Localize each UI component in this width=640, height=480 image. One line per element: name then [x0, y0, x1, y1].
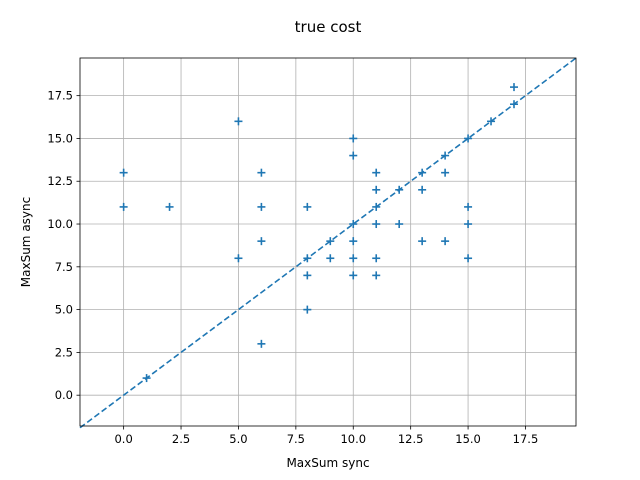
data-point [303, 305, 312, 314]
data-point [464, 220, 473, 229]
x-tick-label: 0.0 [114, 432, 132, 446]
data-point [441, 151, 450, 160]
data-point [303, 202, 312, 211]
data-point [119, 202, 128, 211]
y-tick-label: 12.5 [47, 174, 73, 188]
data-point [257, 202, 266, 211]
axis-ticks: 0.0 2.5 5.0 7.5 10.0 12.5 15.0 17.5 0.0 2.5 5.0 7.5… [47, 89, 538, 446]
x-tick-label: 12.5 [398, 432, 424, 446]
y-tick-label: 2.5 [55, 345, 73, 359]
data-point [119, 168, 128, 177]
data-point [372, 271, 381, 280]
data-point [372, 185, 381, 194]
data-point [257, 339, 266, 348]
data-point [395, 220, 404, 229]
data-point [142, 374, 151, 383]
data-point [165, 202, 174, 211]
data-point [349, 134, 358, 143]
y-tick-label: 0.0 [55, 388, 73, 402]
x-axis-label: MaxSum sync [286, 456, 369, 470]
data-point [395, 185, 404, 194]
y-tick-label: 7.5 [55, 260, 73, 274]
data-point [349, 254, 358, 263]
data-point [326, 254, 335, 263]
plot-area-frame [79, 57, 577, 427]
data-point [349, 271, 358, 280]
data-point [349, 220, 358, 229]
y-tick-label: 5.0 [55, 303, 73, 317]
x-tick-label: 15.0 [455, 432, 481, 446]
data-point [510, 100, 518, 109]
x-tick-label: 7.5 [287, 432, 305, 446]
data-point [349, 151, 358, 160]
data-point [234, 117, 243, 126]
x-tick-label: 10.0 [340, 432, 366, 446]
data-point [303, 254, 312, 263]
y-tick-label: 15.0 [47, 131, 73, 145]
y-tick-label: 10.0 [47, 217, 73, 231]
data-point [257, 168, 266, 177]
data-point [303, 271, 312, 280]
data-point [418, 185, 427, 194]
data-point [487, 117, 496, 126]
data-point [326, 237, 335, 246]
data-point [418, 168, 427, 177]
x-tick-label: 2.5 [172, 432, 190, 446]
data-point [464, 202, 473, 211]
y-axis-label: MaxSum async [19, 197, 33, 287]
data-point [510, 83, 518, 92]
data-point [349, 237, 358, 246]
data-point [464, 134, 473, 143]
data-point [257, 237, 266, 246]
y-tick-label: 17.5 [47, 89, 73, 103]
data-point [418, 237, 427, 246]
data-point [372, 220, 381, 229]
x-tick-label: 5.0 [229, 432, 247, 446]
x-tick-label: 17.5 [513, 432, 539, 446]
data-point [441, 168, 450, 177]
data-points [119, 83, 518, 383]
data-point [464, 254, 473, 263]
reference-line-group [80, 58, 576, 428]
data-point [372, 202, 381, 211]
data-point [441, 237, 450, 246]
data-point [234, 254, 243, 263]
data-point [372, 254, 381, 263]
reference-line [80, 58, 576, 428]
data-point [372, 168, 381, 177]
chart-title: true cost [295, 18, 362, 36]
